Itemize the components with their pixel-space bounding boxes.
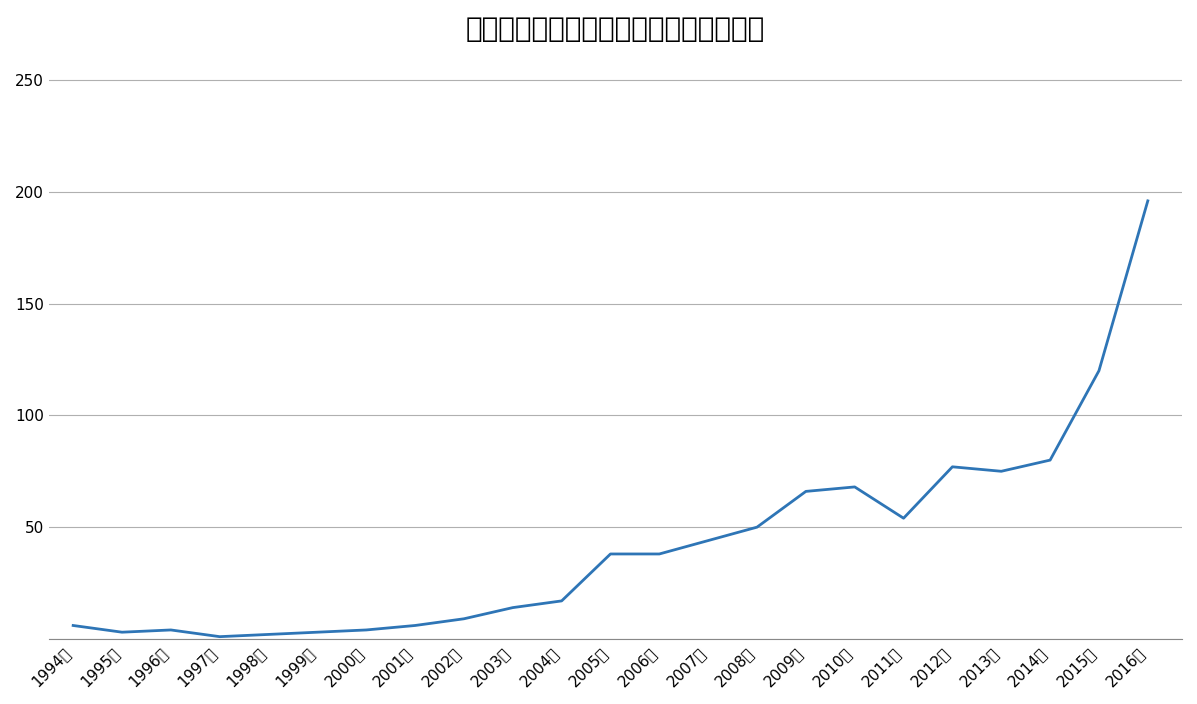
- Title: 「機械学習」に関する特許発行数の推移: 「機械学習」に関する特許発行数の推移: [466, 15, 765, 43]
